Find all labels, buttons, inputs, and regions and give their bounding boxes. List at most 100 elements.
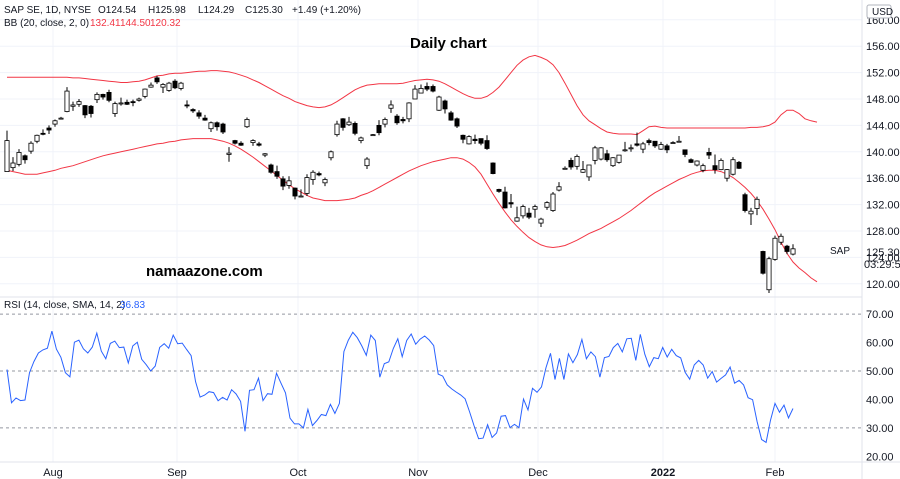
candle-body[interactable] — [724, 169, 730, 179]
candle-body[interactable] — [592, 147, 598, 161]
candle-body[interactable] — [376, 125, 382, 134]
candle-body[interactable] — [22, 155, 28, 161]
candle-body[interactable] — [784, 245, 790, 252]
candle-body[interactable] — [208, 122, 214, 130]
candle-body[interactable] — [634, 143, 640, 146]
candle-body[interactable] — [232, 140, 238, 144]
candle-body[interactable] — [328, 151, 334, 159]
candle-body[interactable] — [106, 92, 112, 101]
candle-body[interactable] — [400, 119, 406, 122]
candle-body[interactable] — [628, 147, 634, 150]
candle-body[interactable] — [484, 140, 490, 149]
candle-body[interactable] — [184, 104, 190, 107]
candle-body[interactable] — [382, 119, 388, 125]
candle-body[interactable] — [748, 210, 754, 215]
rsi-legend-label[interactable]: RSI (14, close, SMA, 14, 2) — [4, 300, 125, 311]
candle-body[interactable] — [544, 202, 550, 208]
candle-body[interactable] — [586, 164, 592, 178]
candle-body[interactable] — [226, 152, 232, 155]
time-axis[interactable]: Aug Sep Oct Nov Dec 2022 Feb — [43, 467, 784, 479]
candle-body[interactable] — [10, 162, 16, 169]
candle-body[interactable] — [412, 88, 418, 100]
candle-body[interactable] — [280, 178, 286, 187]
candle-body[interactable] — [220, 123, 226, 133]
candle-body[interactable] — [478, 138, 484, 144]
candle-body[interactable] — [142, 88, 148, 97]
candle-body[interactable] — [652, 140, 658, 147]
candle-body[interactable] — [424, 86, 430, 90]
candle-body[interactable] — [700, 165, 706, 171]
candle-body[interactable] — [622, 149, 628, 152]
candle-body[interactable] — [664, 145, 670, 151]
candle-body[interactable] — [160, 84, 166, 88]
candle-body[interactable] — [646, 140, 652, 143]
currency-badge[interactable] — [866, 4, 892, 19]
candle-body[interactable] — [196, 112, 202, 117]
candle-body[interactable] — [496, 189, 502, 192]
candle-body[interactable] — [334, 123, 340, 136]
candle-body[interactable] — [388, 104, 394, 109]
candle-body[interactable] — [214, 122, 220, 128]
candle-body[interactable] — [520, 206, 526, 217]
candle-body[interactable] — [16, 152, 22, 165]
rsi-series[interactable] — [6, 330, 794, 444]
candle-body[interactable] — [466, 136, 472, 145]
candle-body[interactable] — [364, 158, 370, 167]
candle-body[interactable] — [742, 194, 748, 211]
candle-body[interactable] — [682, 149, 688, 155]
candle-body[interactable] — [46, 127, 52, 131]
candle-body[interactable] — [778, 235, 784, 243]
candle-body[interactable] — [58, 117, 64, 120]
candle-body[interactable] — [694, 160, 700, 166]
candle-body[interactable] — [100, 93, 106, 98]
candle-body[interactable] — [274, 171, 280, 177]
candle-body[interactable] — [34, 134, 40, 142]
candle-body[interactable] — [526, 212, 532, 218]
candle-body[interactable] — [574, 156, 580, 167]
candle-body[interactable] — [580, 169, 586, 173]
candle-body[interactable] — [136, 98, 142, 101]
candle-body[interactable] — [736, 161, 742, 169]
candle-body[interactable] — [172, 80, 178, 89]
candle-body[interactable] — [310, 171, 316, 180]
candle-body[interactable] — [40, 132, 46, 135]
rsi-line[interactable] — [6, 330, 794, 444]
candle-body[interactable] — [754, 198, 760, 209]
candle-body[interactable] — [790, 248, 796, 255]
candle-body[interactable] — [502, 191, 508, 209]
candle-body[interactable] — [358, 137, 364, 141]
candle-body[interactable] — [250, 140, 256, 143]
candle-body[interactable] — [472, 138, 478, 141]
candle-body[interactable] — [670, 142, 676, 144]
candle-body[interactable] — [568, 159, 574, 168]
candle-body[interactable] — [730, 159, 736, 175]
candle-body[interactable] — [436, 96, 442, 111]
candle-body[interactable] — [562, 167, 568, 170]
candle-body[interactable] — [262, 153, 268, 156]
price-axis[interactable]: 120.00 124.00 128.00 132.00 136.00 140.00 144.… — [866, 0, 900, 463]
candle-body[interactable] — [706, 152, 712, 156]
candle-body[interactable] — [712, 165, 718, 171]
candle-body[interactable] — [124, 101, 130, 105]
candle-body[interactable] — [202, 117, 208, 121]
candle-body[interactable] — [82, 105, 88, 116]
candle-body[interactable] — [322, 179, 328, 184]
candle-body[interactable] — [346, 121, 352, 126]
candle-body[interactable] — [166, 82, 172, 91]
candle-body[interactable] — [256, 143, 262, 146]
candle-body[interactable] — [316, 173, 322, 176]
candle-body[interactable] — [190, 109, 196, 112]
candle-body[interactable] — [244, 119, 250, 128]
bb-legend-label[interactable]: BB (20, close, 2, 0) — [4, 18, 89, 29]
candle-body[interactable] — [454, 118, 460, 127]
candle-body[interactable] — [370, 134, 376, 137]
candle-body[interactable] — [658, 144, 664, 150]
candle-body[interactable] — [178, 82, 184, 89]
candle-body[interactable] — [460, 134, 466, 140]
candle-body[interactable] — [538, 218, 544, 224]
candle-body[interactable] — [118, 102, 124, 105]
candle-body[interactable] — [448, 112, 454, 121]
candle-body[interactable] — [154, 77, 160, 83]
candle-body[interactable] — [550, 193, 556, 211]
candle-body[interactable] — [304, 177, 310, 194]
